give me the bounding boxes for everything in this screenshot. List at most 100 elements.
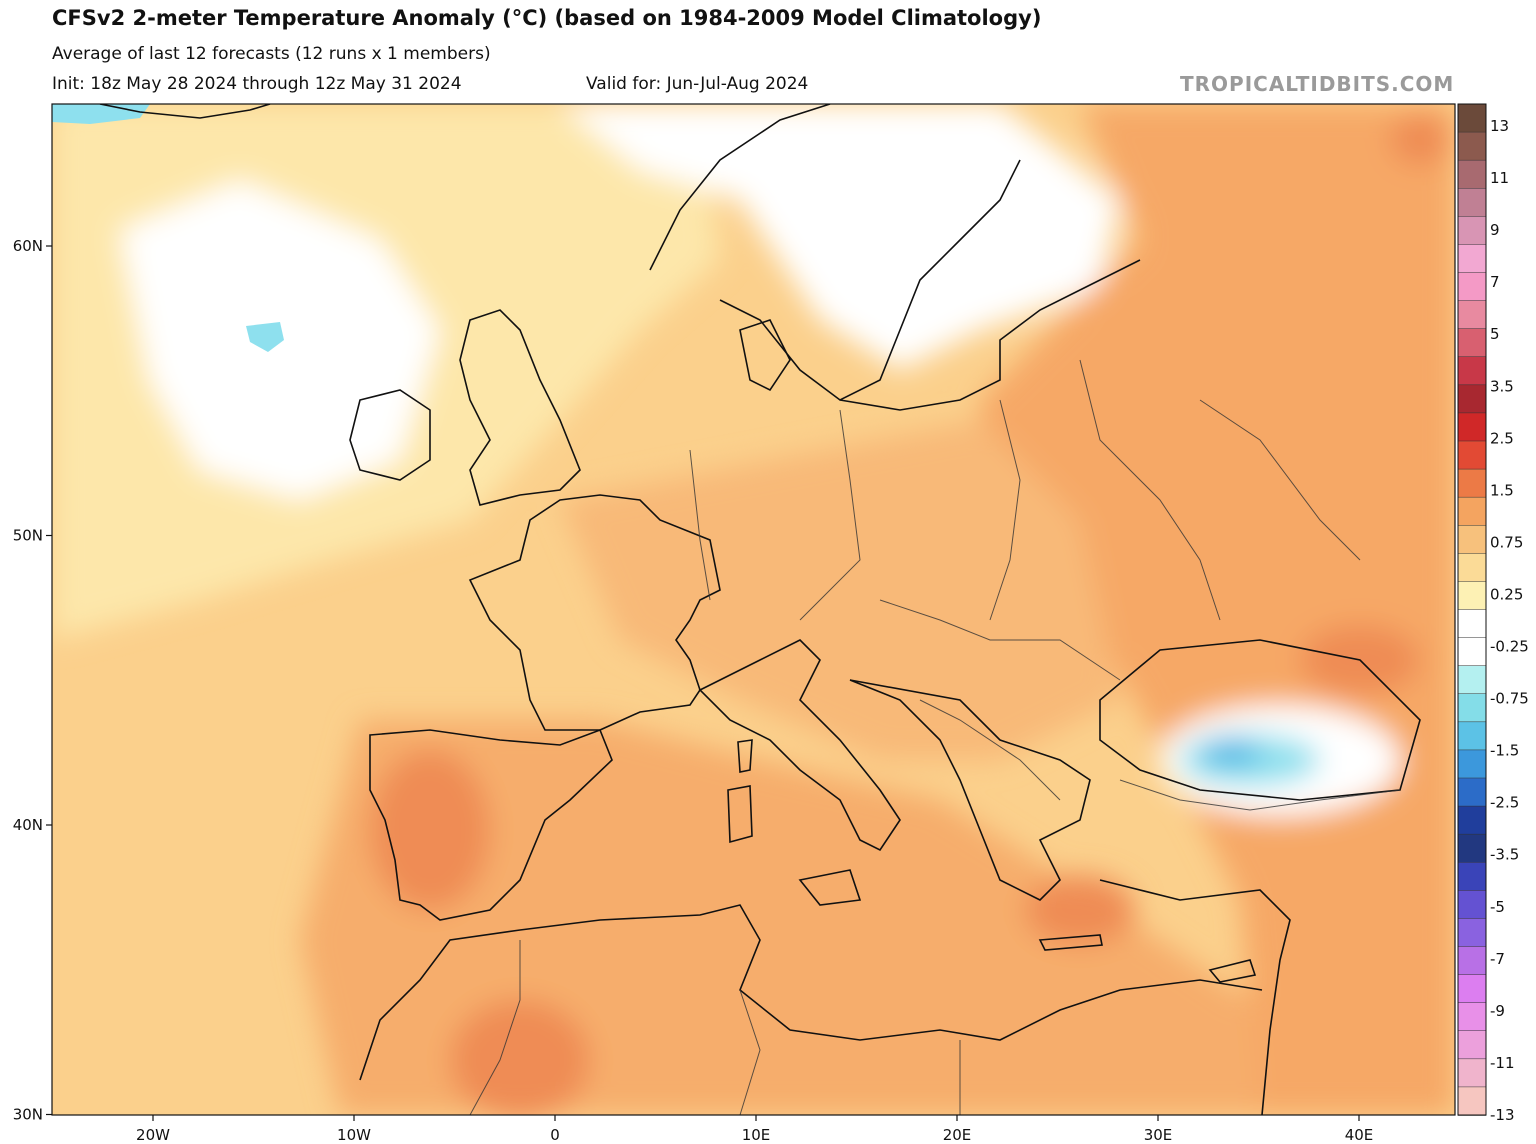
coast-corsica — [737, 739, 753, 773]
colorbar-swatch — [1457, 1002, 1487, 1032]
colorbar-swatch — [1457, 103, 1487, 133]
anomaly-hot-aegean — [1025, 875, 1135, 945]
colorbar-swatch — [1457, 384, 1487, 414]
lon-tick-label: 30E — [1144, 1126, 1173, 1144]
colorbar-swatch — [1457, 721, 1487, 751]
colorbar-swatch — [1457, 974, 1487, 1004]
coast-north-africa — [359, 904, 1263, 1081]
colorbar-label: -0.75 — [1490, 690, 1529, 708]
coast-anatolia-levant — [1099, 879, 1291, 1115]
border-pl-east — [989, 399, 1021, 621]
lat-tick-label: 50N — [13, 527, 43, 545]
colorbar-label: 13 — [1490, 117, 1509, 135]
lat-tick-label: 30N — [13, 1106, 43, 1124]
colorbar-swatch — [1457, 833, 1487, 864]
colorbar-swatch — [1457, 918, 1487, 948]
colorbar-swatch — [1457, 328, 1487, 358]
colorbar-swatch — [1457, 525, 1487, 555]
colorbar-label: 7 — [1490, 273, 1500, 291]
valid-period: Valid for: Jun-Jul-Aug 2024 — [586, 74, 809, 94]
colorbar-label: 2.5 — [1490, 429, 1514, 447]
colorbar-swatch — [1457, 496, 1487, 526]
colorbar-swatch — [1457, 131, 1487, 161]
map-panel — [52, 104, 1455, 1115]
colorbar-label: -7 — [1490, 950, 1505, 968]
chart-title: CFSv2 2-meter Temperature Anomaly (°C) (… — [52, 6, 1042, 30]
colorbar-swatch — [1457, 159, 1487, 190]
colorbar-swatch — [1457, 946, 1487, 976]
lon-tick-label: 20W — [136, 1126, 170, 1144]
lon-tick-label: 40E — [1345, 1126, 1374, 1144]
longitude-axis: 20W 10W 0 10E 20E 30E 40E — [136, 1115, 1373, 1144]
colorbar-label: -9 — [1490, 1002, 1505, 1020]
anomaly-hot-northeast — [1390, 115, 1450, 165]
colorbar-swatch — [1457, 862, 1487, 892]
coast-italy — [698, 639, 901, 852]
colorbar-swatch — [1457, 412, 1487, 442]
lon-tick-label: 10W — [337, 1126, 371, 1144]
colorbar-label: 9 — [1490, 221, 1500, 239]
coast-denmark — [739, 319, 791, 392]
colorbar-swatch — [1457, 440, 1487, 470]
colorbar-label: -5 — [1490, 898, 1505, 916]
colorbar-swatch — [1457, 890, 1487, 920]
colorbar-swatch — [1457, 553, 1487, 583]
colorbar-swatch — [1457, 805, 1487, 835]
coastlines — [99, 104, 1421, 1115]
colorbar-swatch — [1457, 300, 1487, 330]
coast-ireland — [349, 389, 431, 481]
coast-iberia — [369, 728, 613, 921]
coast-sardinia — [727, 785, 753, 844]
colorbar-swatch — [1457, 1058, 1487, 1088]
coast-crete — [1038, 934, 1103, 951]
coast-balkans — [849, 679, 1091, 901]
colorbar-label: -3.5 — [1490, 846, 1519, 864]
colorbar-label: 1.5 — [1490, 481, 1514, 499]
colorbar-swatch — [1457, 637, 1487, 667]
colorbar-label: -11 — [1490, 1054, 1515, 1072]
coast-scandinavia — [649, 104, 1021, 401]
colorbar-label: -0.25 — [1490, 638, 1529, 656]
border-ru-ua — [1199, 399, 1361, 561]
colorbar: 13 11 9 7 5 3.5 2.5 1.5 0.75 0.25 -0.25 -0.75 -1.5 -2… — [1457, 103, 1529, 1124]
border-hu-ro — [879, 599, 1121, 681]
colorbar-frame — [1457, 103, 1487, 1116]
colorbar-label: -13 — [1490, 1106, 1515, 1124]
coast-sicily — [798, 869, 862, 906]
lat-tick-label: 40N — [13, 816, 43, 834]
colorbar-swatch — [1457, 1086, 1487, 1116]
colorbar-swatch — [1457, 216, 1487, 246]
colorbar-label: -2.5 — [1490, 794, 1519, 812]
lon-tick-label: 10E — [742, 1126, 771, 1144]
lon-tick-label: 0 — [550, 1126, 560, 1144]
anomaly-neutral-scandinavia — [560, 104, 1120, 370]
anomaly-shading — [52, 104, 1455, 1115]
colorbar-swatch — [1457, 272, 1487, 302]
colorbar-swatch — [1457, 777, 1487, 807]
colorbar-swatch — [1457, 581, 1487, 611]
latitude-axis: 60N 50N 40N 30N — [13, 237, 52, 1124]
lat-tick-label: 60N — [13, 237, 43, 255]
coast-iceland — [99, 104, 271, 119]
borders — [469, 359, 1401, 1115]
border-tr-north — [1119, 779, 1401, 811]
coast-baltic — [839, 259, 1141, 411]
colorbar-swatch — [1457, 356, 1487, 386]
border-dz-tn-ly — [739, 989, 761, 1115]
border-de-pl — [799, 409, 861, 621]
colorbar-label: 0.25 — [1490, 585, 1523, 603]
colorbar-swatch — [1457, 244, 1487, 274]
border-by-ua — [1079, 359, 1221, 621]
coast-france — [468, 494, 721, 731]
border-dz-ma — [469, 940, 521, 1115]
border-balkans — [919, 699, 1061, 801]
anomaly-hot-sahara — [450, 1000, 590, 1115]
colorbar-swatch — [1457, 1030, 1487, 1060]
chart-subtitle: Average of last 12 forecasts (12 runs x … — [52, 44, 491, 64]
anomaly-cool-atlantic — [246, 322, 284, 352]
border-de-fr — [689, 449, 711, 601]
colorbar-swatch — [1457, 609, 1487, 639]
colorbar-swatch — [1457, 188, 1487, 218]
colorbar-swatch — [1457, 468, 1487, 498]
